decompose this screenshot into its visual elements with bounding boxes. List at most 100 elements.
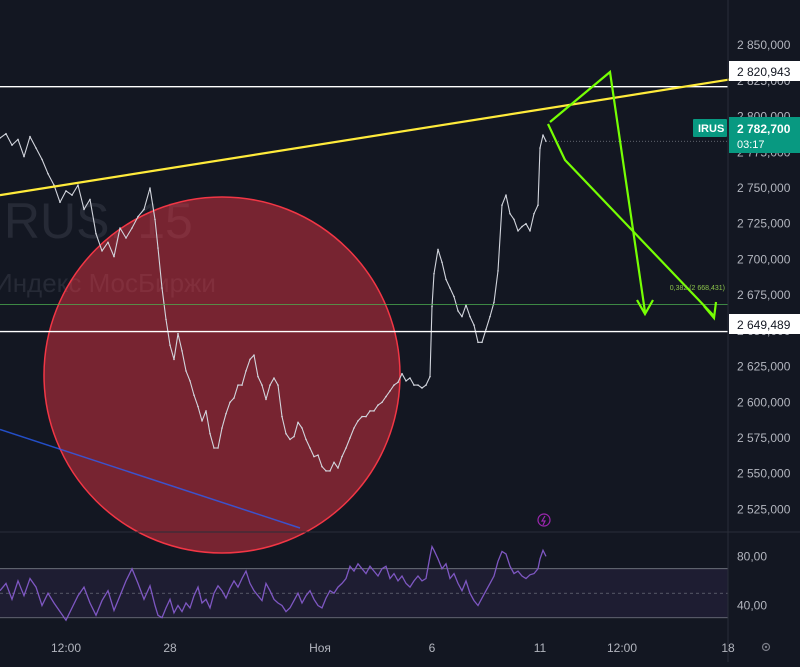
price-point-4	[23, 155, 25, 158]
price-point-101	[449, 287, 451, 289]
price-point-10	[59, 201, 61, 204]
drawing-layer	[0, 196, 401, 554]
price-point-17	[101, 250, 103, 252]
price-point-102	[453, 295, 455, 298]
price-series-layer	[0, 132, 728, 472]
price-point-112	[493, 301, 495, 304]
x-tick-label: 12:00	[51, 641, 81, 655]
price-point-122	[533, 212, 535, 215]
price-point-86	[393, 384, 395, 386]
y-tick-label: 2 525,000	[737, 502, 791, 516]
price-point-98	[437, 248, 439, 251]
price-point-53	[261, 384, 263, 386]
price-point-25	[149, 187, 151, 189]
price-point-11	[65, 190, 67, 192]
current-symbol-label: IRUS	[698, 123, 724, 135]
y-tick-label: 2 700,000	[737, 252, 791, 266]
price-point-7	[41, 158, 43, 161]
price-point-120	[525, 222, 527, 225]
price-point-116	[509, 212, 511, 215]
gear-icon[interactable]	[761, 642, 771, 652]
x-tick-label: Ноя	[309, 641, 331, 655]
price-point-48	[241, 384, 243, 386]
price-point-34	[185, 370, 187, 372]
price-point-58	[281, 415, 283, 418]
price-point-114	[501, 204, 503, 206]
price-point-64	[305, 438, 307, 441]
price-point-121	[529, 230, 531, 232]
price-point-125	[542, 134, 544, 136]
price-point-115	[505, 194, 507, 196]
rsi-tick-label: 40,00	[737, 598, 767, 612]
price-point-15	[89, 198, 91, 201]
forecast-arrow-b[interactable]	[547, 123, 715, 317]
price-point-0	[0, 137, 1, 139]
y-tick-label: 2 575,000	[737, 431, 791, 445]
countdown-label: 03:17	[737, 139, 765, 151]
lightning-icon[interactable]	[537, 513, 551, 527]
price-point-2	[11, 144, 13, 146]
price-point-20	[119, 227, 121, 229]
price-point-83	[381, 401, 383, 404]
x-tick-label: 28	[163, 641, 177, 655]
price-point-27	[157, 247, 159, 249]
rsi-line	[0, 544, 547, 622]
price-point-81	[373, 410, 375, 412]
price-point-1	[5, 132, 7, 135]
price-point-54	[265, 398, 267, 401]
x-tick-label: 18	[721, 641, 735, 655]
price-point-40	[209, 432, 211, 435]
y-tick-label: 2 675,000	[737, 288, 791, 302]
price-point-30	[169, 344, 171, 346]
price-point-61	[293, 435, 295, 438]
watermark-symbol: IRUS, 15	[0, 193, 193, 249]
price-point-14	[83, 208, 85, 211]
price-point-12	[71, 194, 73, 196]
falling-trendline[interactable]	[0, 428, 301, 529]
price-point-100	[445, 278, 447, 281]
price-point-42	[217, 447, 219, 449]
price-point-72	[337, 467, 339, 469]
price-point-73	[341, 455, 343, 458]
price-point-29	[165, 318, 167, 321]
price-point-97	[433, 272, 435, 275]
price-point-123	[537, 204, 539, 206]
y-tick-label: 2 625,000	[737, 360, 791, 374]
price-point-117	[513, 218, 515, 221]
support-price-label: 2 649,489	[737, 318, 791, 332]
price-point-55	[269, 384, 271, 386]
yellow-trendline[interactable]	[0, 78, 731, 197]
price-point-22	[131, 227, 133, 229]
price-point-44	[225, 412, 227, 415]
price-point-118	[517, 230, 519, 232]
current-price-label: 2 782,700	[737, 122, 791, 136]
price-point-43	[221, 427, 223, 429]
price-point-79	[365, 415, 367, 418]
price-point-107	[473, 324, 475, 326]
price-point-74	[345, 447, 347, 449]
rsi-tick-label: 80,00	[737, 549, 767, 563]
y-tick-label: 2 550,000	[737, 467, 791, 481]
price-point-66	[313, 455, 315, 458]
price-point-3	[17, 138, 19, 141]
price-point-38	[201, 420, 203, 422]
price-point-77	[357, 420, 359, 422]
price-point-82	[377, 404, 379, 406]
price-point-37	[197, 405, 199, 408]
price-point-119	[521, 225, 523, 228]
price-point-96	[431, 305, 433, 308]
price-point-103	[457, 310, 459, 312]
current-price-tag: IRUS 2 782,700 03:17	[693, 117, 800, 153]
price-point-23	[137, 215, 139, 218]
price-point-32	[177, 332, 179, 335]
price-point-51	[253, 354, 255, 356]
price-point-6	[35, 147, 37, 149]
price-point-63	[301, 427, 303, 429]
support-price-tag: 2 649,489	[729, 314, 800, 334]
price-point-95	[429, 375, 431, 378]
price-point-26	[154, 218, 156, 221]
red-circle-zone[interactable]	[43, 196, 401, 554]
rsi-pane	[0, 531, 800, 622]
price-point-124	[539, 147, 541, 149]
